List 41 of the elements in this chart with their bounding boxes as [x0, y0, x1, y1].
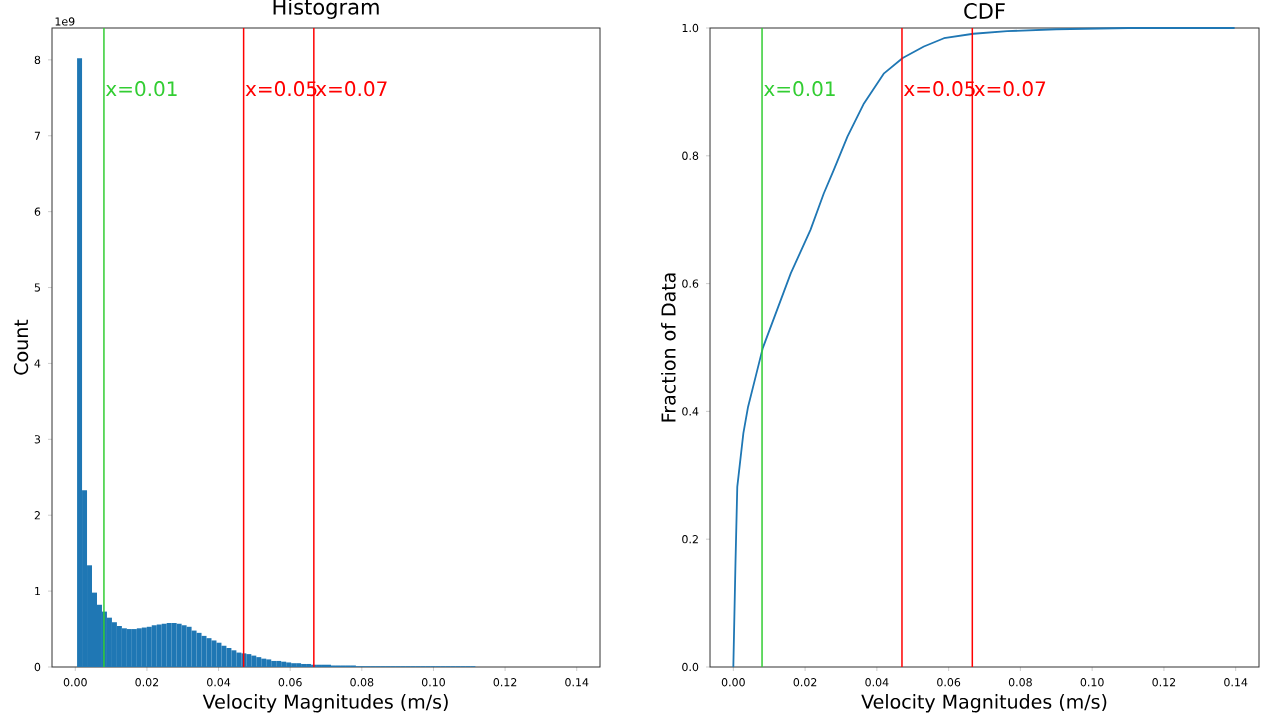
- ref-line-label: x=0.07: [315, 81, 387, 97]
- x-tick-label: 0.00: [721, 678, 745, 687]
- x-tick-label: 0.02: [135, 678, 159, 687]
- x-tick-label: 0.10: [1080, 678, 1104, 687]
- x-tick-label: 0.00: [63, 678, 87, 687]
- y-tick-label: 6: [34, 207, 41, 216]
- x-tick-label: 0.06: [937, 678, 961, 687]
- y-axis-title: Count: [13, 319, 29, 375]
- y-tick-label: 1: [35, 587, 40, 596]
- x-tick-label: 0.10: [421, 678, 445, 687]
- y-tick-label: 8: [34, 55, 41, 65]
- text: 1e9: [55, 17, 75, 26]
- y-tick-label: 3: [34, 435, 41, 444]
- y-tick-label: 5: [34, 283, 40, 292]
- x-tick-label: 0.06: [278, 678, 302, 687]
- x-tick-label: 0.12: [1152, 678, 1176, 687]
- ref-line-label: x=0.07: [974, 81, 1046, 97]
- x-tick-label: 0.04: [865, 678, 889, 687]
- x-tick-label: 0.08: [350, 678, 374, 687]
- y-tick-label: 1.0: [682, 23, 699, 33]
- ref-line-label: x=0.01: [764, 81, 835, 97]
- y-tick-label: 0: [34, 662, 41, 672]
- x-tick-label: 0.02: [793, 678, 817, 687]
- y-tick-label: 4: [34, 359, 41, 368]
- y-axis-title: Fraction of Data: [661, 273, 676, 422]
- y-tick-label: 0.4: [682, 407, 699, 416]
- x-axis-title: Velocity Magnitudes (m/s): [861, 694, 1107, 713]
- y-tick-label: 0.0: [682, 662, 699, 672]
- y-tick-label: 2: [34, 511, 40, 520]
- x-tick-label: 0.14: [1224, 678, 1248, 687]
- x-tick-label: 0.14: [565, 678, 589, 687]
- y-tick-label: 0.2: [682, 535, 698, 544]
- ref-line-label: x=0.01: [105, 81, 177, 97]
- y-tick-label: 0.6: [682, 279, 699, 288]
- x-tick-label: 0.08: [1008, 678, 1032, 687]
- x-tick-label: 0.12: [493, 678, 517, 687]
- x-axis-title: Velocity Magnitudes (m/s): [202, 694, 448, 713]
- x-tick-label: 0.04: [207, 678, 231, 687]
- y-tick-label: 7: [34, 131, 40, 140]
- y-tick-label: 0.8: [682, 151, 699, 160]
- chart-title: CDF: [964, 3, 1005, 19]
